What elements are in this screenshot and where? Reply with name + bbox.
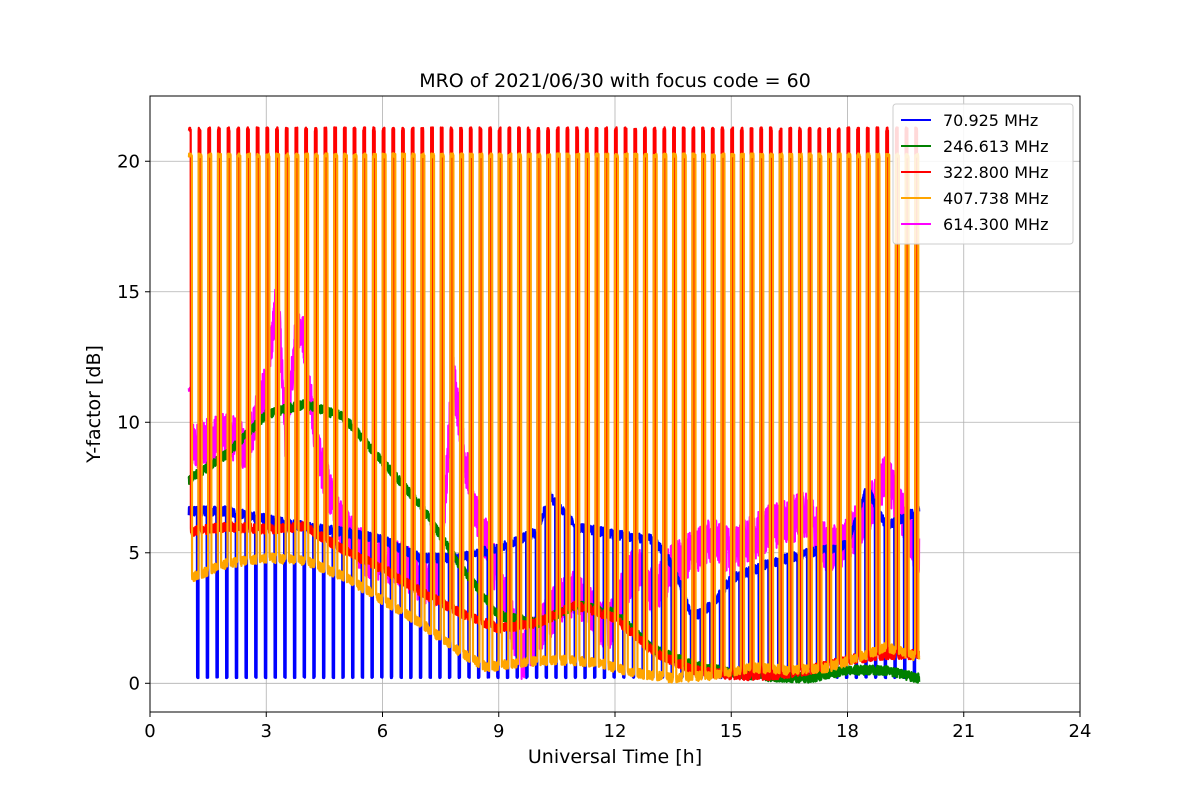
x-tick-label: 15 — [720, 721, 743, 742]
series-group — [187, 126, 921, 684]
y-tick-label: 20 — [117, 151, 140, 172]
legend-label: 246.613 MHz — [943, 137, 1048, 156]
x-tick-label: 6 — [377, 721, 388, 742]
x-tick-label: 9 — [493, 721, 504, 742]
y-tick-label: 5 — [129, 543, 140, 564]
legend-label: 407.738 MHz — [943, 189, 1048, 208]
x-axis-title: Universal Time [h] — [528, 746, 702, 768]
chart-title: MRO of 2021/06/30 with focus code = 60 — [419, 70, 811, 92]
y-tick-label: 0 — [129, 673, 140, 694]
legend: 70.925 MHz 246.613 MHz 322.800 MHz 407.738 … — [892, 103, 1074, 245]
y-tick-label: 10 — [117, 412, 140, 433]
x-tick-label: 24 — [1069, 721, 1092, 742]
legend-label: 70.925 MHz — [943, 111, 1038, 130]
y-tick-label: 15 — [117, 282, 140, 303]
series-line-4 — [187, 283, 921, 680]
legend-label: 614.300 MHz — [943, 215, 1048, 234]
legend-box — [892, 103, 1074, 245]
x-tick-label: 3 — [261, 721, 272, 742]
x-tick-label: 0 — [144, 721, 155, 742]
legend-label: 322.800 MHz — [943, 163, 1048, 182]
x-tick-label: 18 — [836, 721, 859, 742]
x-tick-label: 21 — [952, 721, 975, 742]
x-tick-label: 12 — [604, 721, 627, 742]
series-line-0 — [187, 484, 921, 680]
ticks: 0 3 6 9 12 15 18 21 24 0 5 10 15 20 — [117, 151, 1091, 742]
y-axis-title: Y-factor [dB] — [83, 345, 105, 464]
series-line-3 — [187, 152, 921, 684]
